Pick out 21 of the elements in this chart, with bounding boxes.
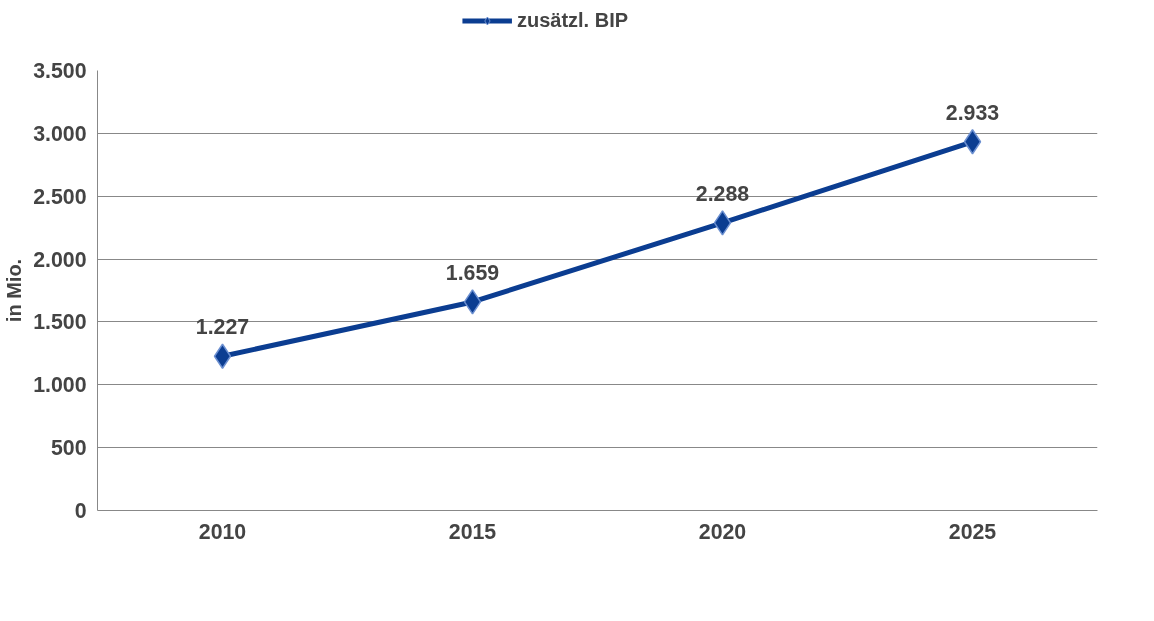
legend-label: zusätzl. BIP bbox=[516, 8, 629, 32]
point bbox=[213, 343, 232, 369]
data-label: 1.659 bbox=[445, 260, 500, 285]
point bbox=[713, 210, 732, 236]
x-tick-label: 2020 bbox=[698, 519, 747, 544]
y-tick-label: 2.000 bbox=[33, 247, 87, 272]
point bbox=[463, 289, 482, 315]
y-tick-label: 3.500 bbox=[33, 59, 87, 83]
x-tick-label: 2025 bbox=[948, 519, 997, 544]
x-tick-label: 2015 bbox=[448, 519, 497, 544]
y-tick-label: 2.500 bbox=[33, 184, 87, 209]
y-axis-title: in Mio. bbox=[3, 258, 26, 323]
y-tick-label: 1.500 bbox=[33, 310, 87, 335]
data-label: 1.227 bbox=[195, 315, 250, 340]
x-tick-label: 2010 bbox=[198, 519, 247, 544]
point bbox=[963, 129, 982, 155]
y-tick-label: 500 bbox=[50, 436, 87, 461]
y-tick-label: 3.000 bbox=[33, 121, 87, 146]
y-tick-label: 0 bbox=[74, 499, 87, 523]
data-label: 2.933 bbox=[945, 100, 1000, 125]
y-tick-label: 1.000 bbox=[33, 373, 87, 398]
